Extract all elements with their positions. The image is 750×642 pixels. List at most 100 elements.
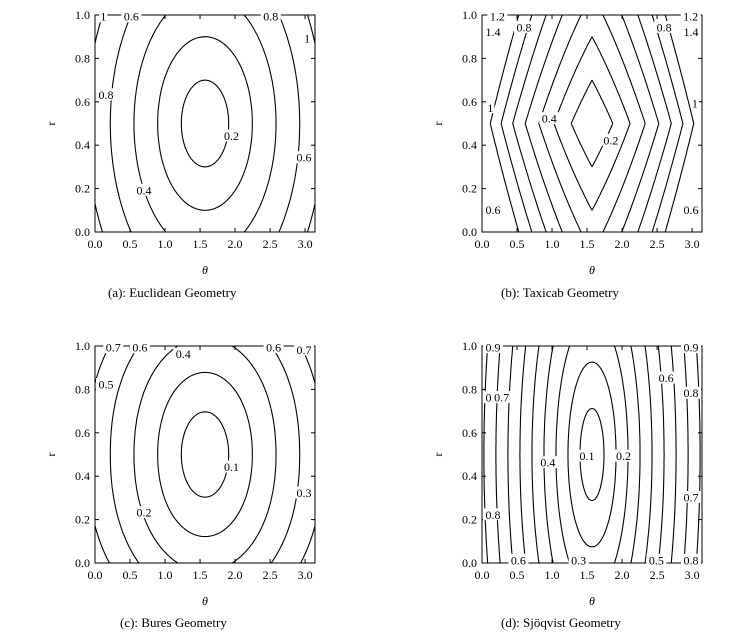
x-tick-label: 0.0 — [88, 237, 103, 251]
x-tick-label: 1.5 — [193, 568, 208, 582]
x-tick-label: 0.5 — [510, 568, 525, 582]
x-axis-label: θ — [202, 263, 208, 277]
x-tick-label: 2.0 — [228, 237, 243, 251]
contour-label: 0.2 — [616, 449, 631, 463]
contour-label: 0.7 — [684, 490, 699, 504]
x-axis-label: θ — [589, 594, 595, 608]
contour-label: 1.4 — [684, 25, 699, 39]
contour-label-bg — [96, 378, 116, 391]
contour-label: 1 — [304, 31, 310, 45]
contour-label: 1.4 — [486, 25, 501, 39]
contour-label-bg — [263, 341, 284, 354]
x-tick-label: 3.0 — [298, 568, 313, 582]
contour-label: 0.7 — [297, 343, 312, 357]
contour-label: 0.6 — [132, 341, 147, 355]
contour-label-bg — [514, 21, 535, 34]
contour-label-bg — [681, 203, 701, 216]
contour-label-bg — [654, 21, 675, 34]
contour-label-bg — [508, 553, 529, 566]
contour-label: 0.8 — [684, 386, 699, 400]
contour-label: 0.5 — [649, 553, 664, 567]
contour-line-4 — [531, 346, 653, 563]
contour-label: 0.6 — [297, 151, 312, 165]
contour-label: 1 — [100, 10, 106, 24]
y-axis-label: r — [44, 453, 58, 457]
y-tick-label: 0.4 — [462, 138, 477, 152]
contour-label-bg — [539, 112, 560, 125]
contour-label: 0.7 — [106, 341, 121, 355]
x-tick-label: 0.0 — [475, 568, 490, 582]
contour-label: 0.9 — [684, 341, 699, 355]
y-tick-label: 1.0 — [75, 339, 90, 353]
contour-label: 0.4 — [137, 183, 152, 197]
plot-frame — [481, 14, 703, 233]
x-tick-label: 3.0 — [298, 237, 313, 251]
chart-caption-d: (d): Sjöqvist Geometry — [501, 615, 621, 630]
contour-label: 0.8 — [657, 21, 672, 35]
contour-label: 0.9 — [486, 341, 501, 355]
y-tick-label: 0.0 — [75, 556, 90, 570]
chart-caption-b: (b): Taxicab Geometry — [501, 285, 619, 300]
x-axis-label: θ — [589, 263, 595, 277]
contour-label-bg — [681, 490, 701, 503]
contour-label-bg — [134, 183, 155, 196]
contour-line-2 — [538, 15, 646, 232]
y-tick-label: 0.4 — [75, 469, 90, 483]
contour-plot-bures: 0.0 0.5 1.0 1.5 2.0 2.5 3.0 0.0 0.2 0.4 0.6 0.8 1.0 θ… — [44, 339, 316, 608]
y-tick-label: 1.0 — [462, 8, 477, 22]
contour-label: 1.2 — [490, 10, 505, 24]
contour-line-4 — [512, 15, 672, 232]
contour-label: 1.2 — [683, 10, 698, 24]
contour-label-bg — [121, 10, 142, 23]
contour-label-bg — [656, 371, 677, 384]
x-tick-label: 3.0 — [685, 568, 700, 582]
contour-label: 0.4 — [540, 456, 555, 470]
y-tick-label: 0.8 — [75, 51, 90, 65]
contour-label: 0.4 — [176, 347, 191, 361]
y-tick-label: 0.2 — [75, 182, 90, 196]
y-tick-label: 0.6 — [75, 95, 90, 109]
x-tick-label: 0.5 — [123, 237, 138, 251]
contour-line-5 — [500, 15, 684, 232]
contour-label-bg — [260, 10, 281, 23]
y-tick-label: 0.0 — [75, 225, 90, 239]
contour-label: 0.6 — [124, 10, 139, 24]
contour-line-2 — [133, 15, 277, 232]
contour-label: 0.8 — [263, 10, 278, 24]
contour-label: 0.2 — [137, 506, 152, 520]
y-tick-label: 0.0 — [462, 556, 477, 570]
chart-caption-c: (c): Bures Geometry — [120, 615, 227, 630]
contour-line-0 — [180, 411, 230, 498]
x-tick-label: 2.5 — [263, 237, 278, 251]
contour-label-bg — [681, 341, 701, 354]
contour-label-bg — [613, 449, 634, 462]
contour-label: 0.6 — [486, 203, 501, 217]
contour-plot-taxicab: 0.0 0.5 1.0 1.5 2.0 2.5 3.0 0.0 0.2 0.4 0.6 0.8 1.0 θ… — [431, 8, 703, 277]
x-tick-label: 1.0 — [545, 568, 560, 582]
y-tick-label: 0.6 — [462, 426, 477, 440]
contour-label: 0.6 — [266, 341, 281, 355]
contour-label-bg — [681, 386, 701, 399]
x-tick-label: 2.5 — [263, 568, 278, 582]
y-tick-label: 0.2 — [75, 513, 90, 527]
contour-label: 0.3 — [571, 553, 586, 567]
y-tick-label: 0.8 — [75, 382, 90, 396]
contour-label: 0.6 — [659, 371, 674, 385]
y-tick-label: 0.0 — [462, 225, 477, 239]
x-tick-label: 0.5 — [123, 568, 138, 582]
contour-label: 0.8 — [684, 553, 699, 567]
x-tick-label: 1.0 — [158, 237, 173, 251]
contour-line-0 — [579, 407, 605, 502]
contour-label: 0.1 — [580, 449, 595, 463]
contour-label-bg — [681, 553, 701, 566]
y-tick-label: 0.4 — [75, 138, 90, 152]
x-tick-label: 1.5 — [193, 237, 208, 251]
contour-label-bg — [491, 391, 512, 404]
x-tick-label: 1.5 — [580, 237, 595, 251]
contour-label-bg — [129, 341, 150, 354]
x-tick-label: 1.0 — [158, 568, 173, 582]
contour-line-3 — [524, 15, 660, 232]
x-tick-label: 1.5 — [580, 568, 595, 582]
contour-label-bg — [690, 96, 699, 109]
